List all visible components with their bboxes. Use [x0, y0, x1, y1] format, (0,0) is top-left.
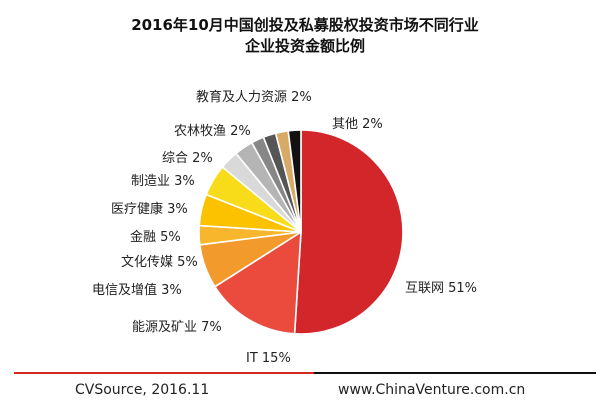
slice-label-9: 农林牧渔 2%	[174, 124, 251, 139]
slice-label-0: 互联网 51%	[405, 281, 477, 296]
footer-source: CVSource, 2016.11	[75, 382, 210, 398]
pie-slice-1	[214, 231, 302, 335]
slice-label-7: 制造业 3%	[131, 174, 195, 189]
slice-label-2: 能源及矿业 7%	[132, 320, 222, 335]
slice-label-10: 教育及人力资源 2%	[196, 89, 312, 105]
footer-rule-black	[314, 372, 596, 374]
slice-label-11: 其他 2%	[332, 117, 383, 132]
footer-site-link[interactable]: www.ChinaVenture.com.cn	[338, 382, 526, 398]
slice-label-8: 综合 2%	[162, 151, 213, 166]
slice-label-1: IT 15%	[246, 351, 291, 366]
pie-slice-11	[287, 129, 302, 233]
slice-label-5: 金融 5%	[130, 229, 181, 245]
slice-label-4: 文化传媒 5%	[121, 255, 198, 270]
slice-label-6: 医疗健康 3%	[111, 201, 188, 217]
pie-slice-0	[293, 129, 404, 335]
chart-title-line-2: 企业投资金额比例	[244, 37, 365, 55]
footer-rule-red	[14, 372, 314, 374]
chart-title-line-1: 2016年10月中国创投及私募股权投资市场不同行业	[131, 16, 479, 34]
slice-label-3: 电信及增值 3%	[92, 282, 182, 298]
